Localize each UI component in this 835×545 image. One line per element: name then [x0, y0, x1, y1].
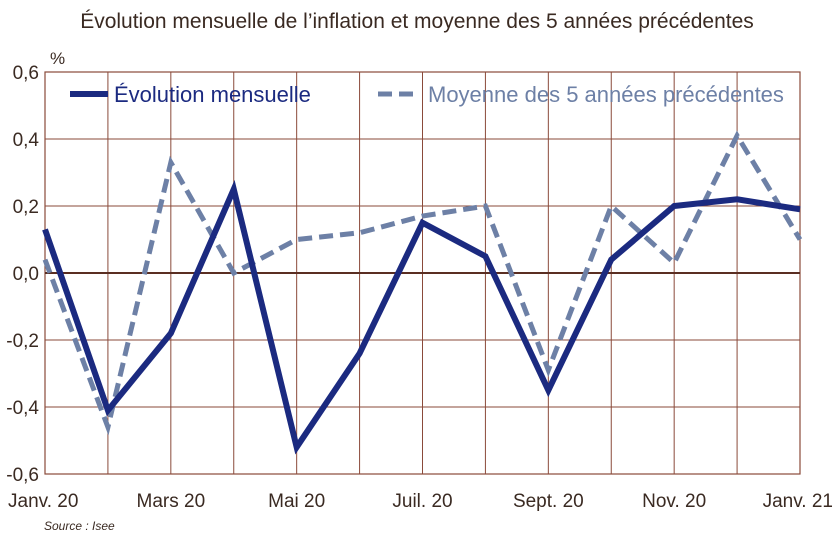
x-tick-label: Nov. 20	[642, 491, 706, 512]
x-tick-label: Juil. 20	[392, 491, 452, 512]
source-note: Source : Isee	[44, 519, 115, 533]
y-tick-label: 0,0	[13, 264, 39, 285]
y-axis-unit: %	[50, 49, 65, 68]
legend-monthly-change-label: Évolution mensuelle	[114, 82, 311, 107]
legend-average-5-years-label: Moyenne des 5 années précédentes	[428, 82, 784, 107]
y-tick-label: -0,4	[6, 398, 39, 419]
legend: Évolution mensuelle Moyenne des 5 années …	[70, 82, 784, 107]
y-tick-label: -0,2	[6, 331, 39, 352]
x-tick-label: Mars 20	[137, 491, 206, 512]
x-tick-label: Sept. 20	[513, 491, 584, 512]
x-tick-label: Mai 20	[268, 491, 325, 512]
axis-labels: 0,6 0,4 0,2 0,0 -0,2 -0,4 -0,6 Janv. 20 Mars 20 M…	[6, 63, 833, 512]
x-tick-label: Janv. 20	[8, 491, 78, 512]
y-tick-label: 0,2	[13, 197, 39, 218]
chart-title: Évolution mensuelle de l’inflation et mo…	[80, 10, 754, 33]
y-tick-label: 0,4	[13, 130, 40, 151]
x-tick-label: Janv. 21	[763, 491, 833, 512]
y-tick-label: -0,6	[6, 465, 39, 486]
grid	[45, 72, 800, 474]
y-tick-label: 0,6	[13, 63, 39, 84]
